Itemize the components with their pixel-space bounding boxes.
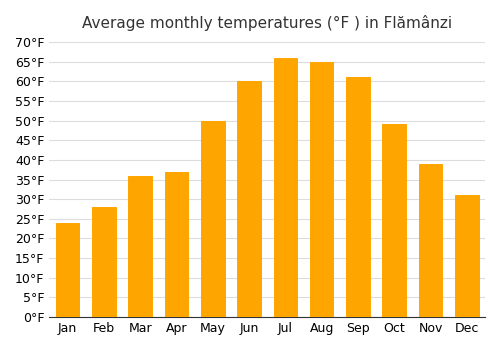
Bar (237, 81, 261, 317)
Bar (56, 223, 80, 317)
Bar (164, 172, 188, 317)
Bar (92, 207, 116, 317)
Bar (418, 164, 442, 317)
Bar (128, 176, 152, 317)
Bar (382, 125, 406, 317)
Bar (201, 120, 224, 317)
Bar (310, 62, 334, 317)
Bar (455, 195, 478, 317)
Bar (346, 77, 370, 317)
Bar (274, 58, 297, 317)
Title: Average monthly temperatures (°F ) in Flămânzi: Average monthly temperatures (°F ) in Fl… (82, 15, 452, 31)
